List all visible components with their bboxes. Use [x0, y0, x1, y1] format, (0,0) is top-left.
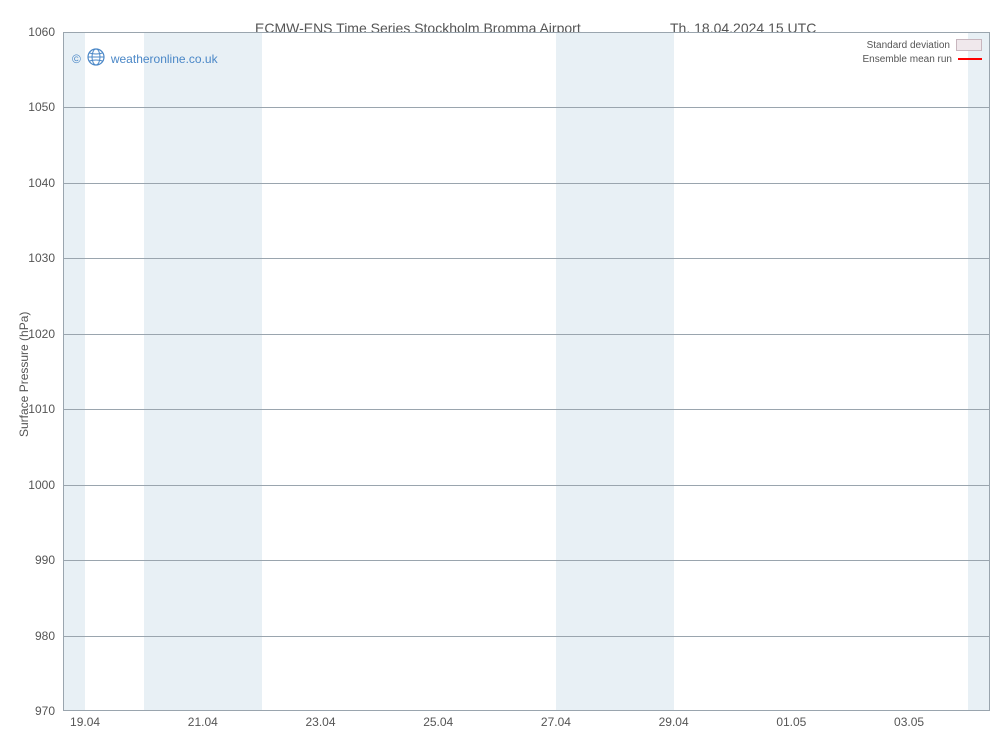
copyright-symbol: ©	[72, 52, 81, 66]
grid-line	[63, 409, 990, 410]
grid-line	[63, 107, 990, 108]
watermark: © weatheronline.co.uk	[72, 48, 218, 69]
legend: Standard deviation Ensemble mean run	[863, 38, 983, 66]
y-tick-label: 1010	[0, 402, 55, 416]
globe-icon	[87, 48, 105, 69]
y-tick-label: 1000	[0, 478, 55, 492]
x-tick-label: 19.04	[70, 715, 100, 729]
weekend-band	[63, 32, 85, 711]
grid-line	[63, 636, 990, 637]
x-tick-label: 21.04	[188, 715, 218, 729]
grid-line	[63, 258, 990, 259]
plot-area: Standard deviation Ensemble mean run © we…	[63, 32, 990, 711]
legend-swatch-box	[956, 39, 982, 51]
legend-swatch-line	[958, 58, 982, 60]
weekend-band	[144, 32, 262, 711]
y-tick-label: 1050	[0, 100, 55, 114]
weekend-band	[968, 32, 990, 711]
y-tick-label: 970	[0, 704, 55, 718]
grid-line	[63, 485, 990, 486]
x-tick-label: 03.05	[894, 715, 924, 729]
legend-label: Ensemble mean run	[863, 54, 953, 65]
legend-label: Standard deviation	[867, 40, 950, 51]
grid-line	[63, 334, 990, 335]
y-tick-label: 990	[0, 553, 55, 567]
y-tick-label: 1030	[0, 251, 55, 265]
grid-line	[63, 183, 990, 184]
chart-stage: { "chart": { "title_left": "ECMW-ENS Tim…	[0, 0, 1000, 733]
watermark-text: weatheronline.co.uk	[111, 52, 218, 66]
legend-item: Ensemble mean run	[863, 52, 983, 66]
legend-item: Standard deviation	[863, 38, 983, 52]
x-tick-label: 27.04	[541, 715, 571, 729]
weekend-band	[556, 32, 674, 711]
x-tick-label: 25.04	[423, 715, 453, 729]
x-tick-label: 01.05	[776, 715, 806, 729]
x-tick-label: 23.04	[305, 715, 335, 729]
y-tick-label: 980	[0, 629, 55, 643]
y-tick-label: 1060	[0, 25, 55, 39]
x-tick-label: 29.04	[659, 715, 689, 729]
y-tick-label: 1040	[0, 176, 55, 190]
grid-line	[63, 560, 990, 561]
y-tick-label: 1020	[0, 327, 55, 341]
